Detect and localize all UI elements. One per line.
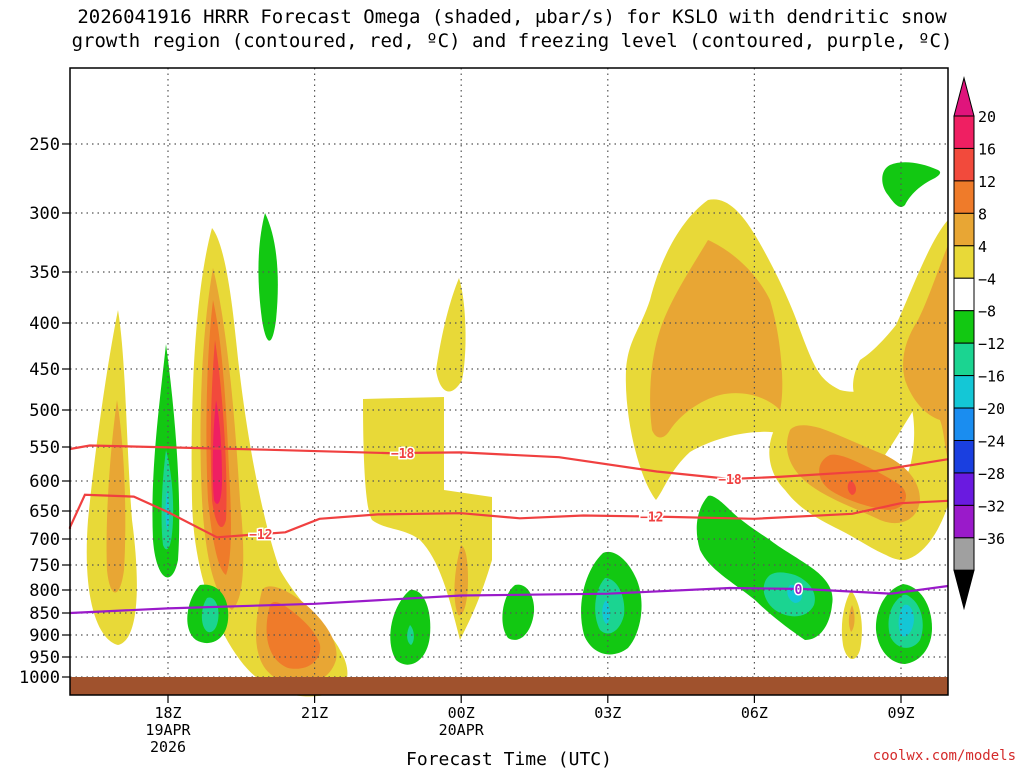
colorbar-swatch: [953, 537, 975, 571]
y-tick-label: 450: [29, 360, 60, 380]
colorbar-swatch: [953, 407, 975, 441]
y-tick-label: 250: [29, 135, 60, 155]
colorbar-swatch: [953, 440, 975, 474]
y-tick-label: 300: [29, 204, 60, 224]
omega-shade-region: [407, 625, 414, 645]
contour-label: −12: [640, 511, 663, 526]
contour-line: [69, 444, 949, 481]
colorbar-swatch: [953, 375, 975, 409]
y-axis: 2503003504004505005506006507007508008509…: [19, 135, 70, 688]
omega-shade-region: [436, 278, 466, 392]
omega-shade-region: [898, 604, 914, 637]
colorbar-label: −28: [978, 465, 1005, 483]
colorbar-swatch: [953, 310, 975, 344]
y-tick-label: 600: [29, 472, 60, 492]
omega-shade-region: [502, 584, 535, 640]
x-tick-label: 06Z: [741, 704, 768, 722]
contour-line: [68, 493, 949, 539]
contour-lines: −18 −18 −12 −12 0: [68, 444, 949, 615]
y-tick-label: 650: [29, 502, 60, 522]
colorbar-label: −24: [978, 433, 1005, 451]
y-tick-label: 700: [29, 530, 60, 550]
colorbar-label: 4: [978, 238, 987, 256]
colorbar-label: −32: [978, 497, 1005, 515]
chart-title-line-1: 2026041916 HRRR Forecast Omega (shaded, …: [77, 6, 947, 28]
y-tick-label: 550: [29, 438, 60, 458]
omega-shade-region: [848, 605, 855, 632]
x-tick-label: 09Z: [887, 704, 914, 722]
omega-shade-region: [258, 213, 278, 341]
contour-line: [69, 584, 949, 615]
colorbar-swatch: [953, 342, 975, 377]
colorbar-label: 16: [978, 140, 996, 158]
colorbar-bottom-triangle: [953, 569, 975, 611]
omega-shade-region: [903, 245, 948, 460]
colorbar-label: −8: [978, 303, 996, 321]
omega-shade-region: [212, 400, 222, 504]
colorbar-label: 8: [978, 205, 987, 223]
y-tick-label: 900: [29, 626, 60, 646]
x-axis-label: Forecast Time (UTC): [406, 749, 612, 768]
colorbar-label: −20: [978, 400, 1005, 418]
colorbar-label: −12: [978, 335, 1005, 353]
colorbar-swatch: [953, 180, 975, 214]
colorbar-label: −4: [978, 270, 996, 288]
colorbar-label: −36: [978, 530, 1005, 548]
chart-title-line-2: growth region (contoured, red, ºC) and f…: [71, 30, 953, 52]
colorbar-label: −16: [978, 368, 1005, 386]
x-tick-sublabel: 20APR: [439, 721, 485, 739]
y-tick-label: 500: [29, 401, 60, 421]
credit-link[interactable]: coolwx.com/models: [872, 748, 1016, 764]
y-tick-label: 950: [29, 648, 60, 668]
colorbar-swatch: [953, 212, 975, 247]
y-tick-label: 350: [29, 263, 60, 283]
omega-shading: [86, 162, 948, 697]
omega-shade-region: [847, 480, 856, 495]
y-tick-label: 1000: [19, 668, 60, 688]
colorbar-swatch: [953, 147, 975, 182]
x-tick-sublabel: 2026: [150, 738, 186, 756]
omega-shade-region: [650, 240, 783, 438]
x-tick-label: 18Z: [154, 704, 181, 722]
colorbar-swatch: [953, 245, 975, 279]
colorbar-top-triangle: [953, 76, 975, 117]
contour-label: −12: [249, 528, 272, 543]
colorbar: 20 16 12 8 4 −4 −8 −12 −16 −20 −24 −28 −32 −36: [953, 76, 1005, 611]
omega-shade-region: [853, 220, 948, 560]
omega-shade-region: [882, 162, 941, 207]
colorbar-label: 12: [978, 173, 996, 191]
y-tick-label: 800: [29, 581, 60, 601]
colorbar-swatch: [953, 472, 975, 506]
ground-bar: [70, 677, 948, 695]
x-tick-sublabel: 19APR: [145, 721, 191, 739]
contour-label: −18: [391, 447, 415, 462]
omega-shade-region: [363, 397, 492, 640]
omega-shade-region: [819, 454, 907, 510]
contour-label: −18: [718, 473, 742, 488]
contour-label: 0: [794, 583, 802, 598]
colorbar-label: 20: [978, 108, 996, 126]
omega-shade-region: [595, 578, 625, 634]
x-tick-label: 21Z: [301, 704, 328, 722]
y-tick-label: 400: [29, 314, 60, 334]
x-tick-label: 03Z: [594, 704, 621, 722]
y-tick-label: 850: [29, 604, 60, 624]
plot-frame: [69, 67, 949, 696]
omega-shade-region: [266, 602, 321, 669]
colorbar-swatch: [953, 115, 975, 149]
colorbar-swatch: [953, 504, 975, 539]
x-tick-label: 00Z: [448, 704, 475, 722]
colorbar-swatch: [953, 277, 975, 312]
y-tick-label: 750: [29, 556, 60, 576]
